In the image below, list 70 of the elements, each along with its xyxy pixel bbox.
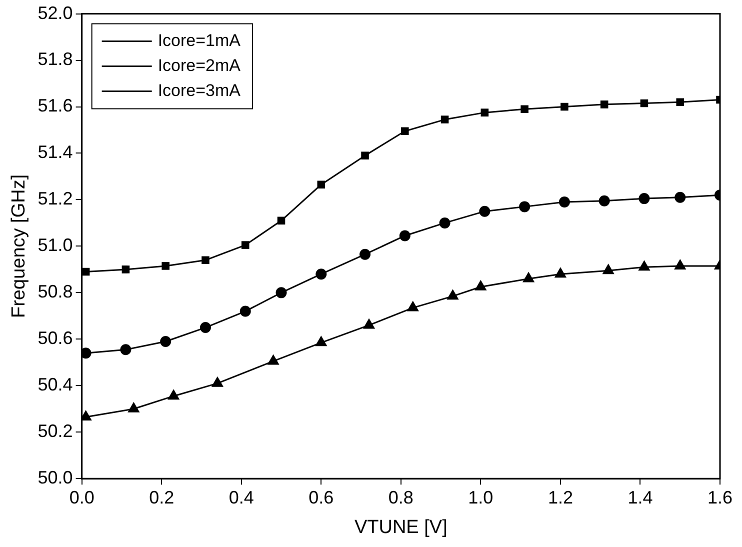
point xyxy=(241,241,250,249)
point xyxy=(520,105,528,113)
point xyxy=(361,152,369,160)
y-tick-label: 50.2 xyxy=(38,421,73,442)
point xyxy=(480,108,489,116)
point xyxy=(674,258,686,270)
point xyxy=(600,100,608,108)
y-tick-label: 51.2 xyxy=(38,188,73,209)
x-tick-label: 1.4 xyxy=(628,487,653,508)
point xyxy=(211,376,224,387)
point xyxy=(598,195,610,206)
point xyxy=(160,336,172,347)
point xyxy=(674,192,686,203)
point xyxy=(168,389,180,400)
y-tick-label: 50.4 xyxy=(38,374,73,395)
point xyxy=(276,287,287,298)
point xyxy=(440,116,449,124)
point xyxy=(82,348,92,359)
x-tick-label: 0.2 xyxy=(149,487,174,508)
legend-label: Icore=2mA xyxy=(158,56,242,75)
y-tick-label: 52.0 xyxy=(38,2,73,23)
x-tick-label: 0.6 xyxy=(308,487,334,508)
y-tick-label: 50.0 xyxy=(38,468,73,488)
y-tick-label: 50.8 xyxy=(38,282,73,302)
legend-label: Icore=3mA xyxy=(158,80,242,100)
point xyxy=(602,264,614,274)
point xyxy=(676,98,684,106)
y-axis-title: Frequency [GHz] xyxy=(8,174,30,318)
point xyxy=(240,306,251,317)
point xyxy=(479,206,490,217)
point xyxy=(317,180,326,189)
point xyxy=(360,248,371,260)
point xyxy=(362,318,376,329)
y-tick-label: 51.0 xyxy=(38,235,73,256)
legend-label: Icore=1mA xyxy=(158,30,242,50)
y-tick-label: 51.8 xyxy=(38,49,73,70)
point xyxy=(446,289,459,300)
x-tick-label: 0.8 xyxy=(388,487,414,508)
x-axis-title: VTUNE [V] xyxy=(354,516,448,538)
point xyxy=(401,127,409,136)
point xyxy=(474,280,487,290)
point xyxy=(638,260,650,271)
point xyxy=(554,267,567,278)
point xyxy=(316,268,327,280)
point xyxy=(640,99,648,108)
point xyxy=(122,266,130,274)
x-tick-label: 0.4 xyxy=(228,487,254,508)
point xyxy=(558,196,570,208)
point xyxy=(638,193,650,204)
x-tick-label: 1.6 xyxy=(707,487,733,508)
point xyxy=(128,402,140,412)
x-tick-label: 0.0 xyxy=(69,487,94,508)
point xyxy=(439,217,450,228)
point xyxy=(200,322,211,334)
y-tick-label: 50.6 xyxy=(38,328,73,348)
point xyxy=(120,344,132,356)
point xyxy=(560,102,568,111)
y-tick-label: 51.4 xyxy=(38,142,73,162)
point xyxy=(162,262,170,270)
x-tick-label: 1.2 xyxy=(548,487,573,508)
y-tick-label: 51.6 xyxy=(38,96,73,116)
x-tick-label: 1.0 xyxy=(468,487,494,508)
point xyxy=(202,256,210,264)
point xyxy=(277,216,286,225)
point xyxy=(315,336,328,346)
point xyxy=(399,230,410,242)
point xyxy=(406,300,419,312)
point xyxy=(267,354,280,365)
point xyxy=(519,201,530,212)
point xyxy=(522,272,535,282)
